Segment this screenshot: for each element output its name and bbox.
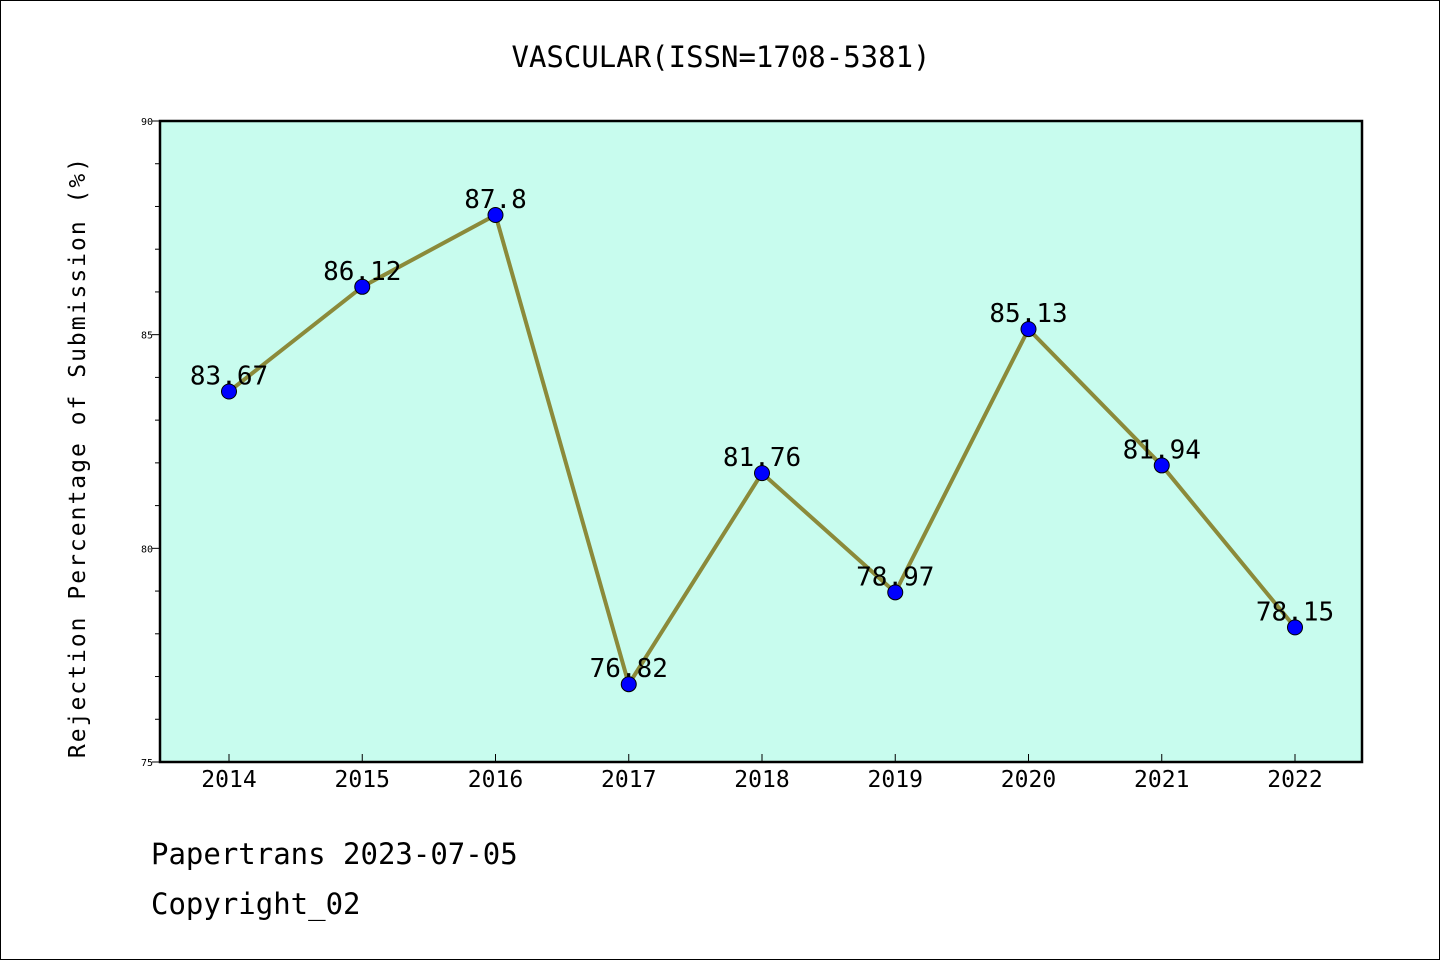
data-point [887, 584, 904, 601]
x-tick-label: 2014 [201, 767, 256, 793]
x-tick-label: 2019 [868, 767, 923, 793]
y-tick-label: 85 [141, 331, 153, 342]
x-tick-label: 2015 [335, 767, 390, 793]
data-point [1153, 457, 1170, 474]
data-point [620, 676, 637, 693]
data-label: 81.94 [1123, 435, 1201, 465]
data-point [754, 465, 770, 482]
x-tick-label: 2018 [734, 767, 789, 793]
x-tick-label: 2017 [601, 767, 656, 793]
y-axis: 75 80 85 90 [141, 117, 160, 769]
y-tick-label: 90 [141, 117, 153, 128]
y-tick-label: 75 [141, 758, 153, 769]
x-tick-label: 2021 [1134, 767, 1189, 793]
footer-copyright: Copyright_02 [151, 887, 361, 921]
data-point [1287, 619, 1303, 636]
x-tick-label: 2022 [1267, 767, 1322, 793]
data-label: 78.97 [856, 562, 934, 592]
data-label: 87.8 [464, 185, 527, 215]
data-point [487, 207, 504, 224]
x-axis: 2014 2015 2016 2017 2018 2019 2020 2021 2022 [201, 754, 1323, 793]
data-label: 86.12 [323, 257, 401, 287]
footer-credit: Papertrans 2023-07-05 [151, 837, 518, 871]
data-point [1020, 321, 1037, 338]
y-axis-title: Rejection Percentage of Submission (%) [65, 156, 91, 758]
x-tick-label: 2020 [1001, 767, 1056, 793]
y-tick-label: 80 [141, 544, 153, 555]
data-label: 81.76 [723, 443, 801, 473]
data-series: 83.67 86.12 87.8 76.82 81.76 78.97 85.13 81.94 7… [190, 185, 1334, 693]
chart-title: VASCULAR(ISSN=1708-5381) [511, 40, 930, 74]
data-point [354, 278, 371, 295]
x-tick-label: 2016 [468, 767, 523, 793]
data-label: 83.67 [190, 362, 268, 392]
data-label: 76.82 [590, 654, 668, 684]
plot-area [158, 119, 1364, 764]
data-label: 78.15 [1256, 597, 1334, 627]
data-label: 85.13 [989, 299, 1067, 329]
data-point [221, 383, 237, 400]
